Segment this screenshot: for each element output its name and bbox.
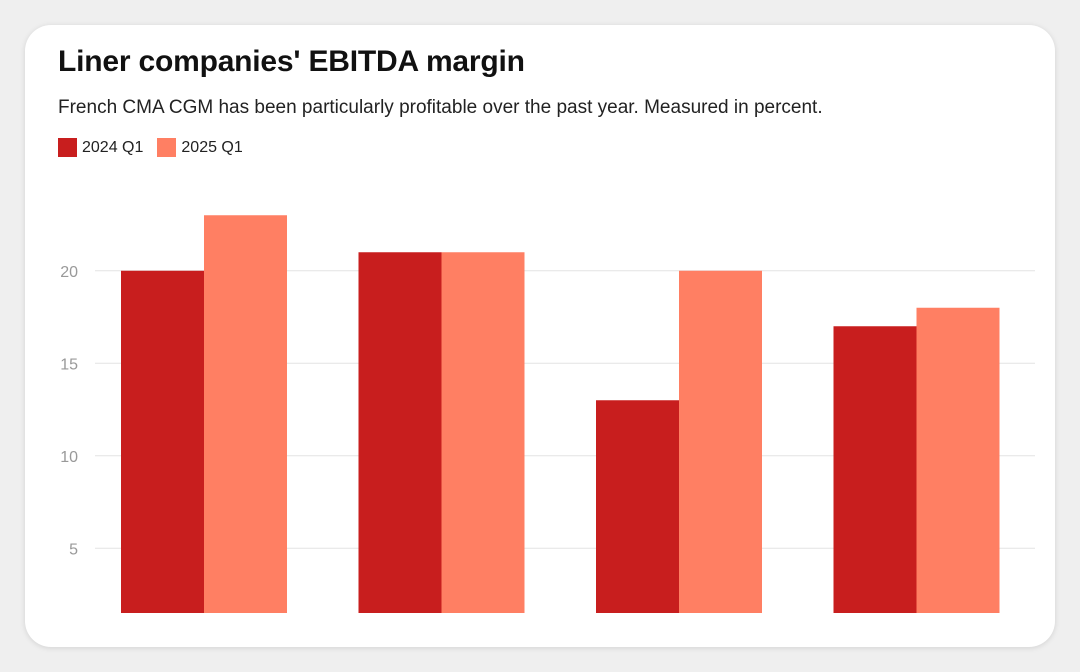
bar-chart: 5 10 15 20 [60,215,1035,613]
y-tick-label-15: 15 [60,356,78,373]
y-tick-label-10: 10 [60,449,78,466]
legend-label-2025-q1: 2025 Q1 [181,138,243,156]
chart-subtitle: French CMA CGM has been particularly pro… [58,97,823,118]
y-tick-label-20: 20 [60,264,78,281]
y-tick-label-5: 5 [69,541,78,558]
bar-group-1-2024-q1 [121,270,204,613]
chart-card: Liner companies' EBITDA margin French CM… [25,25,1055,647]
bar-group-1-2025-q1 [204,215,287,613]
legend-label-2024-q1: 2024 Q1 [82,138,144,156]
legend-swatch-2024-q1 [58,138,77,157]
legend-item-2024-q1: 2024 Q1 [58,138,143,157]
legend-swatch-2025-q1 [157,138,177,157]
chart-title: Liner companies' EBITDA margin [58,45,525,78]
bar-group-4-2024-q1 [833,326,917,613]
bar-group-2-2025-q1 [441,252,525,613]
chart-legend: 2024 Q1 2025 Q1 [58,138,243,157]
bar-group-4-2025-q1 [916,307,1000,613]
bar-group-2-2024-q1 [358,252,442,613]
legend-item-2025-q1: 2025 Q1 [157,138,243,157]
bar-group-3-2024-q1 [596,400,679,613]
bar-group-3-2025-q1 [679,270,762,613]
